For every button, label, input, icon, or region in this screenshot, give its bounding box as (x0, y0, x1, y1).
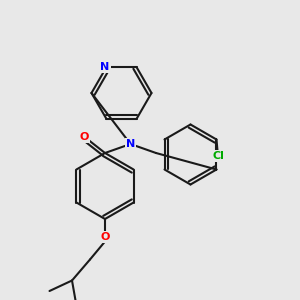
Text: N: N (126, 139, 135, 149)
Text: O: O (100, 232, 110, 242)
Text: N: N (100, 62, 109, 72)
Text: O: O (79, 131, 89, 142)
Text: Cl: Cl (212, 151, 224, 161)
